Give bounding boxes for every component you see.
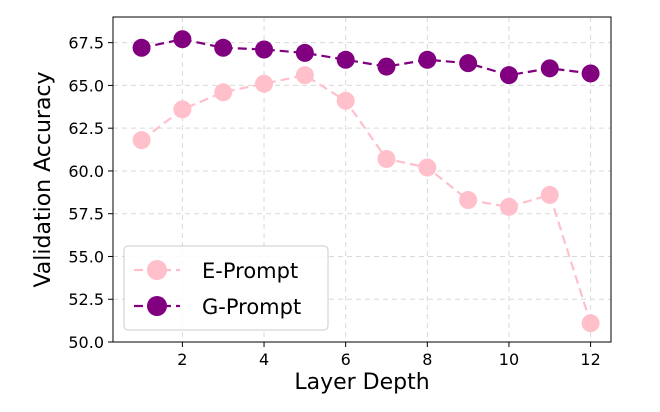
g-prompt-point: [581, 64, 600, 83]
axis-ticks: 2 4 6 8 10 12 50.0 52.5 55.0 57.5 60.0 62.5 65.0 67.5: [68, 34, 600, 369]
legend-label-e-prompt: E-Prompt: [202, 259, 298, 283]
g-prompt-point: [336, 50, 355, 69]
e-prompt-point: [214, 83, 233, 102]
g-prompt-point: [540, 59, 559, 78]
g-prompt-point: [214, 38, 233, 57]
x-tick-label: 12: [580, 350, 600, 369]
y-tick-label: 50.0: [68, 333, 104, 352]
x-tick-label: 2: [177, 350, 187, 369]
e-prompt-point: [499, 197, 518, 216]
y-tick-label: 67.5: [68, 34, 104, 53]
e-prompt-point: [459, 191, 478, 210]
e-prompt-point: [540, 185, 559, 204]
e-prompt-point: [255, 74, 274, 93]
e-prompt-point: [295, 66, 314, 85]
x-axis-title: Layer Depth: [294, 370, 429, 395]
x-tick-label: 8: [422, 350, 432, 369]
y-tick-label: 65.0: [68, 76, 104, 95]
g-prompt-point: [295, 43, 314, 62]
g-prompt-point: [173, 30, 192, 49]
x-tick-label: 6: [341, 350, 351, 369]
plot-area-frame: [112, 16, 612, 343]
g-prompt-line: [141, 38, 591, 77]
e-prompt-point: [132, 131, 151, 150]
e-prompt-point: [581, 314, 600, 333]
g-prompt-series: [132, 30, 600, 85]
legend-marker-e-prompt: [147, 260, 167, 280]
g-prompt-point: [418, 50, 437, 69]
x-tick-label: 10: [499, 350, 519, 369]
g-prompt-point: [499, 66, 518, 85]
y-tick-label: 62.5: [68, 119, 104, 138]
series-group: [132, 30, 600, 333]
e-prompt-point: [173, 100, 192, 119]
e-prompt-point: [377, 149, 396, 168]
g-prompt-point: [459, 54, 478, 73]
legend-label-g-prompt: G-Prompt: [202, 295, 301, 319]
y-axis-title: Validation Accuracy: [31, 71, 56, 287]
legend: E-Prompt G-Prompt: [123, 245, 329, 331]
g-prompt-point: [255, 40, 274, 59]
x-tick-label: 4: [259, 350, 269, 369]
y-tick-label: 57.5: [68, 205, 104, 224]
e-prompt-series: [132, 66, 600, 333]
legend-box: [123, 245, 329, 331]
e-prompt-point: [418, 158, 437, 177]
y-tick-label: 52.5: [68, 290, 104, 309]
g-prompt-point: [377, 57, 396, 76]
legend-marker-g-prompt: [147, 296, 167, 316]
g-prompt-point: [132, 38, 151, 57]
e-prompt-point: [336, 91, 355, 110]
y-tick-label: 60.0: [68, 162, 104, 181]
legend-item-g-prompt: G-Prompt: [134, 295, 301, 319]
legend-item-e-prompt: E-Prompt: [134, 259, 298, 283]
y-tick-label: 55.0: [68, 247, 104, 266]
